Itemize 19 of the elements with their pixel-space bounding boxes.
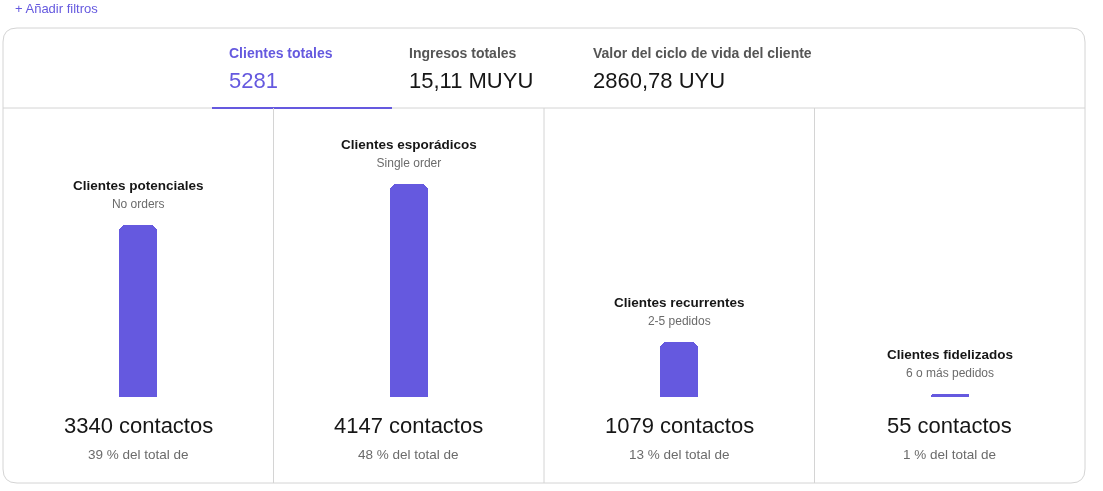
x-tick-label: Clientes esporádicos Single order bbox=[341, 137, 477, 170]
bar bbox=[119, 225, 157, 397]
data-label: 1079 contactos 13 % del total de bbox=[605, 413, 755, 462]
bar bbox=[931, 394, 969, 397]
text: Ingresos totales bbox=[409, 45, 517, 61]
text: 5281 bbox=[229, 68, 278, 93]
text: + Añadir filtros bbox=[15, 1, 99, 16]
text: 2860,78 UYU bbox=[593, 68, 726, 93]
text: 15,11 MUYU bbox=[409, 68, 534, 93]
x-tick-label: Clientes fidelizados 6 o más pedidos bbox=[887, 347, 1014, 380]
x-tick-label: Clientes potenciales No orders bbox=[73, 178, 204, 211]
data-label: 3340 contactos 39 % del total de bbox=[64, 413, 214, 462]
text: Valor del ciclo de vida del cliente bbox=[593, 45, 812, 61]
bar bbox=[660, 342, 698, 397]
text: Clientes totales bbox=[229, 45, 333, 61]
x-tick-label: Clientes recurrentes 2-5 pedidos bbox=[614, 295, 745, 328]
data-label: 55 contactos 1 % del total de bbox=[887, 413, 1012, 462]
bar bbox=[390, 184, 428, 397]
data-label: 4147 contactos 48 % del total de bbox=[334, 413, 484, 462]
